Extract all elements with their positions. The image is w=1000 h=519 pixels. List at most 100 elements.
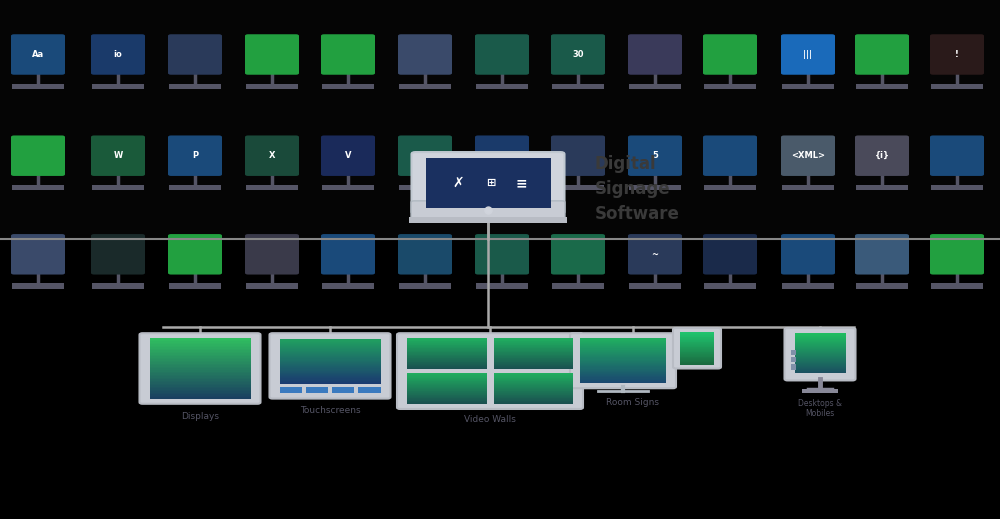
Bar	[407, 342, 486, 343]
Bar	[802, 389, 838, 393]
Bar	[246, 185, 298, 190]
Bar	[856, 84, 908, 89]
Bar	[174, 139, 216, 173]
Bar	[494, 363, 573, 364]
Bar	[794, 337, 846, 338]
Bar	[794, 362, 846, 363]
Bar	[409, 217, 567, 223]
Bar	[150, 355, 251, 357]
Bar	[552, 185, 604, 190]
Bar	[494, 390, 573, 391]
Bar	[580, 376, 666, 377]
Bar	[251, 37, 293, 72]
Bar	[494, 368, 573, 370]
Bar	[494, 402, 573, 403]
Text: io: io	[114, 50, 122, 59]
Bar	[280, 379, 380, 381]
Bar	[251, 237, 293, 271]
Bar	[794, 365, 846, 366]
Bar	[680, 343, 714, 344]
Bar	[407, 381, 486, 382]
Bar	[794, 361, 846, 362]
Bar	[150, 353, 251, 355]
Bar	[794, 339, 846, 340]
Bar	[494, 346, 573, 347]
FancyBboxPatch shape	[245, 135, 299, 176]
Bar	[494, 401, 573, 402]
Bar	[580, 360, 666, 361]
Bar	[580, 367, 666, 368]
Bar	[794, 364, 846, 365]
Bar	[794, 354, 846, 356]
Bar	[407, 365, 486, 366]
Bar	[787, 37, 829, 72]
Bar	[494, 393, 573, 394]
Bar	[150, 391, 251, 392]
Bar	[494, 353, 573, 354]
Bar	[407, 375, 486, 376]
Bar	[580, 364, 666, 365]
Bar	[150, 349, 251, 350]
Bar	[322, 84, 374, 89]
Bar	[407, 373, 486, 374]
FancyBboxPatch shape	[781, 234, 835, 275]
Text: 30: 30	[572, 50, 584, 59]
Bar	[407, 393, 486, 394]
Bar	[680, 338, 714, 339]
Bar	[680, 340, 714, 341]
Bar	[407, 397, 486, 398]
FancyBboxPatch shape	[398, 34, 452, 75]
Bar	[494, 389, 573, 390]
Bar	[794, 366, 846, 367]
Bar	[92, 84, 144, 89]
Bar	[246, 84, 298, 89]
Bar	[407, 385, 486, 386]
Bar	[0, 0, 1000, 239]
Bar	[17, 237, 59, 271]
Bar	[407, 343, 486, 344]
Bar	[680, 357, 714, 358]
Bar	[794, 345, 846, 346]
Bar	[580, 363, 666, 364]
Bar	[494, 400, 573, 401]
Bar	[494, 352, 573, 353]
Bar	[580, 382, 666, 383]
FancyBboxPatch shape	[168, 135, 222, 176]
Bar	[634, 37, 676, 72]
Bar	[150, 358, 251, 360]
Bar	[580, 342, 666, 343]
Bar	[494, 395, 573, 396]
Bar	[280, 351, 380, 352]
Bar	[476, 84, 528, 89]
Bar	[150, 377, 251, 379]
Bar	[407, 382, 486, 383]
Bar	[680, 337, 714, 338]
Bar	[407, 353, 486, 354]
Text: X: X	[269, 151, 275, 160]
FancyBboxPatch shape	[673, 328, 721, 368]
Bar	[407, 403, 486, 404]
Bar	[12, 283, 64, 289]
Bar	[92, 185, 144, 190]
Bar	[580, 345, 666, 346]
Bar	[680, 362, 714, 363]
Bar	[150, 338, 251, 340]
Bar	[680, 334, 714, 335]
FancyBboxPatch shape	[628, 135, 682, 176]
Bar	[407, 384, 486, 385]
FancyBboxPatch shape	[397, 333, 583, 409]
Bar	[704, 185, 756, 190]
Bar	[936, 237, 978, 271]
FancyBboxPatch shape	[784, 328, 855, 380]
Bar	[580, 372, 666, 373]
Bar	[407, 391, 486, 392]
Bar	[494, 383, 573, 384]
Bar	[280, 346, 380, 347]
Bar	[407, 348, 486, 349]
Bar	[494, 381, 573, 382]
Bar	[794, 368, 846, 370]
Bar	[280, 365, 380, 366]
Bar	[557, 237, 599, 271]
FancyBboxPatch shape	[11, 234, 65, 275]
Bar	[280, 342, 380, 343]
